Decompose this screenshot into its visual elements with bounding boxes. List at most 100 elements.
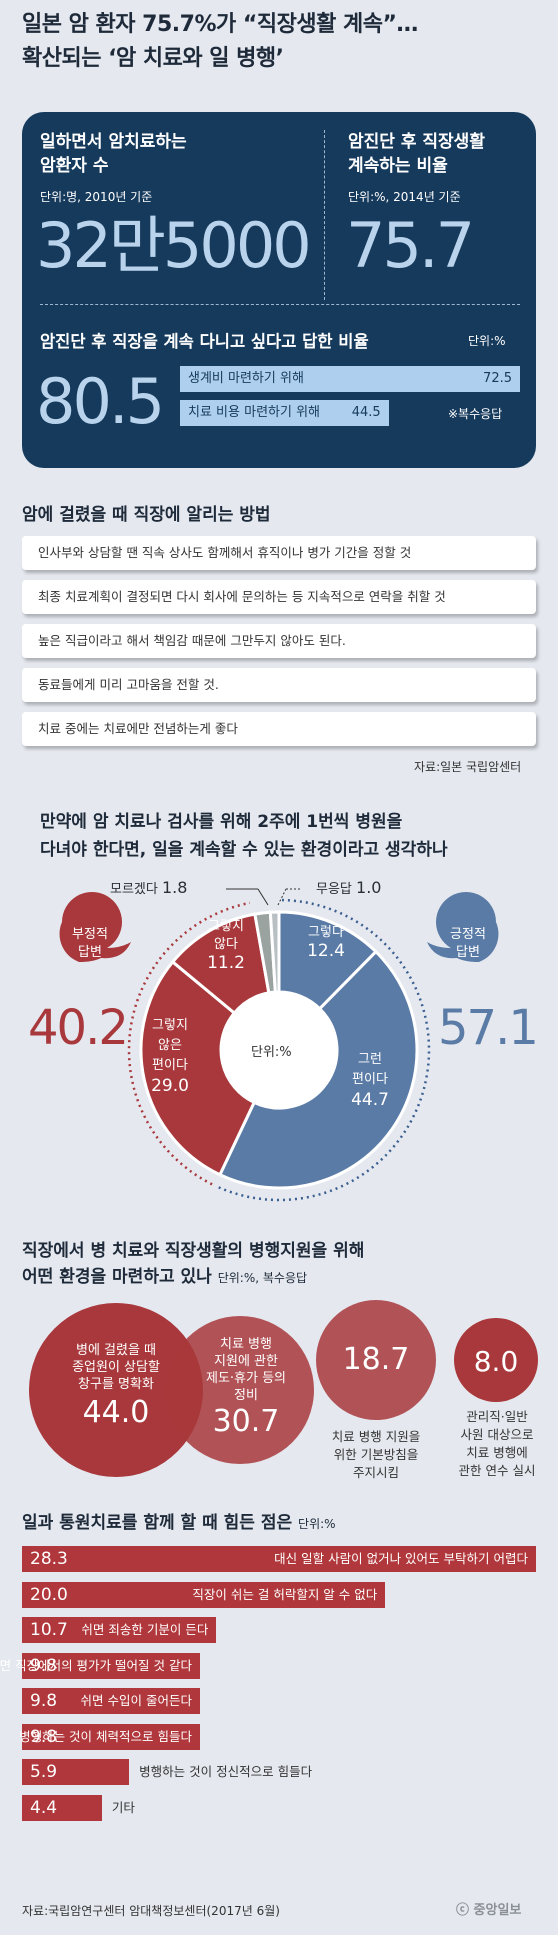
bubble-label-counseling: 병에 걸렸을 때 종업원이 상담할 창구를 명확화 44.0 <box>46 1342 186 1433</box>
donut-slice <box>217 949 419 1190</box>
bubble-value-training: 8.0 <box>473 1345 519 1378</box>
stats-divider-horizontal <box>40 304 520 305</box>
patients-value: 32만5000 <box>36 209 312 282</box>
newspaper-logo: ⓒ 중앙일보 <box>456 1903 522 1918</box>
bubble-counseling <box>29 1303 203 1477</box>
label-no-answer: 무응답 1.0 <box>316 878 381 897</box>
logo-text: 중앙일보 <box>473 1903 522 1918</box>
slice-label-no: 그렇지 않다 11.2 <box>196 918 256 972</box>
bubble-caption: 치료 병행 지원을 <box>331 1429 421 1444</box>
bubble-title-line-2: 어떤 환경을 마련하고 있나 <box>22 1267 212 1287</box>
bar: 4.4 기타 <box>22 1794 135 1821</box>
donut-title-line-1: 만약에 암 치료나 검사를 위해 2주에 1번씩 병원을 <box>40 812 403 832</box>
bubble-system <box>166 1316 314 1464</box>
bar-label: 병행하는 것이 정신적으로 힘들다 <box>139 1764 313 1779</box>
bubble-caption: 관리직·일반 <box>466 1409 528 1424</box>
reason-bar-treatment-costs: 치료 비용 마련하기 위해 44.5 <box>180 400 389 426</box>
dont-know-label: 모르겠다 <box>110 882 158 897</box>
reason-value: 72.5 <box>483 371 512 386</box>
method-item: 인사부와 상담할 땐 직속 상사도 함께해서 휴직이나 병가 기간을 정할 것 <box>22 536 536 570</box>
want-unit: 단위:% <box>468 334 506 348</box>
multi-response-note: ※복수응답 <box>448 407 503 421</box>
stats-divider-vertical <box>324 130 325 300</box>
donut-chart <box>59 888 499 1202</box>
continue-value: 75.7 <box>346 209 475 282</box>
slice-label-yes: 그렇다 12.4 <box>296 924 356 960</box>
leader-line-no-answer <box>277 888 287 906</box>
reason-label: 생계비 마련하기 위해 <box>188 371 304 386</box>
negative-dotted-arc <box>127 901 251 1186</box>
bubble-value: 30.7 <box>212 1404 280 1439</box>
bar: 5.9 병행하는 것이 정신적으로 힘들다 <box>22 1759 312 1785</box>
slice-label-no-text: 그렇지 <box>208 919 244 934</box>
bar-label: 대신 일할 사람이 없거나 있어도 부탁하기 어렵다 <box>274 1551 528 1566</box>
bubble-caption: 치료 병행에 <box>466 1445 528 1460</box>
continue-unit: 단위:%, 2014년 기준 <box>348 190 461 204</box>
bar-label: 기타 <box>111 1799 135 1815</box>
slice-label-somewhat-yes-value: 44.7 <box>351 1090 389 1110</box>
slice-label-somewhat-yes-text-2: 편이다 <box>352 1072 388 1087</box>
continue-label-line-2: 계속하는 비율 <box>348 156 448 176</box>
bar: 9.8 병행하는 것이 체력적으로 힘들다 <box>19 1723 200 1750</box>
no-answer-label: 무응답 <box>316 882 352 897</box>
bubble-chart <box>29 1300 538 1477</box>
bar-label: 쉬면 죄송한 기분이 든다 <box>81 1622 209 1637</box>
negative-bubble-label-2: 답변 <box>78 945 102 960</box>
title-line-1: 일본 암 환자 75.7%가 “직장생활 계속”… <box>22 12 418 37</box>
bar-value: 10.7 <box>30 1620 68 1640</box>
bubble-text: 정비 <box>234 1388 258 1403</box>
patients-label-line-2: 암환자 수 <box>40 156 109 176</box>
bubble-text: 제도·휴가 등의 <box>205 1371 287 1386</box>
methods-source: 자료:일본 국립암센터 <box>414 760 522 774</box>
donut-title: 만약에 암 치료나 검사를 위해 2주에 1번씩 병원을 다녀야 한다면, 일을… <box>40 808 448 864</box>
reason-value: 44.5 <box>351 405 381 420</box>
bubble-caption-training: 관리직·일반 사원 대상으로 치료 병행에 관한 연수 실시 <box>440 1408 554 1480</box>
bars-title: 일과 통원치료를 함께 할 때 힘든 점은 단위:% <box>22 1508 336 1533</box>
positive-dotted-arc <box>216 898 431 1202</box>
bubble-value: 44.0 <box>82 1395 150 1430</box>
leader-line-dont-know <box>257 888 269 906</box>
bubble-title: 직장에서 병 치료와 직장생활의 병행지원을 위해 어떤 환경을 마련하고 있나… <box>22 1238 364 1291</box>
bar-value: 20.0 <box>30 1584 68 1605</box>
continue-label: 암진단 후 직장생활 계속하는 비율 <box>348 130 485 178</box>
bar-value: 9.8 <box>30 1655 58 1676</box>
bars-title-text: 일과 통원치료를 함께 할 때 힘든 점은 <box>22 1513 293 1533</box>
slice-label-somewhat-no-value: 29.0 <box>151 1076 189 1096</box>
slice-label-somewhat-no-text: 그렇지 <box>152 1018 188 1033</box>
donut-center-unit: 단위:% <box>251 1045 292 1060</box>
positive-bubble-label-2: 답변 <box>456 945 480 960</box>
bubble-unit: 단위:%, 복수응답 <box>217 1271 308 1285</box>
slice-label-somewhat-no-text-3: 편이다 <box>152 1058 188 1073</box>
bar-value: 9.8 <box>30 1691 58 1711</box>
bubble-caption: 관한 연수 실시 <box>458 1463 536 1478</box>
no-answer-value: 1.0 <box>356 878 382 897</box>
method-item: 최종 치료계획이 결정되면 다시 회사에 문의하는 등 지속적으로 연락을 취할… <box>22 580 536 614</box>
method-item: 치료 중에는 치료에만 전념하는게 좋다 <box>22 712 536 746</box>
bar: 28.3 대신 일할 사람이 없거나 있어도 부탁하기 어렵다 <box>22 1546 536 1572</box>
patients-label: 일하면서 암치료하는 암환자 수 <box>40 130 187 178</box>
negative-bubble <box>59 892 131 962</box>
bubble-policy <box>316 1300 436 1420</box>
bar-value: 9.8 <box>30 1726 58 1747</box>
want-label: 암진단 후 직장을 계속 다니고 싶다고 답한 비율 <box>40 332 369 351</box>
slice-label-somewhat-no-text-2: 않은 <box>158 1038 182 1053</box>
bubble-title-line-1: 직장에서 병 치료와 직장생활의 병행지원을 위해 <box>22 1241 365 1261</box>
bar: 10.7 쉬면 죄송한 기분이 든다 <box>22 1617 217 1643</box>
bar: 9.8 쉬면 수입이 줄어든다 <box>22 1688 200 1714</box>
bubble-text: 치료 병행 <box>220 1337 272 1352</box>
bar-label: 병행하는 것이 체력적으로 힘들다 <box>19 1728 192 1744</box>
bubble-text: 병에 걸렸을 때 <box>75 1343 157 1358</box>
method-item: 높은 직급이라고 해서 책임감 때문에 그만두지 않아도 된다. <box>22 624 536 658</box>
bar: 9.8 쉬면 직장에서의 평가가 떨어질 것 같다 <box>0 1652 200 1679</box>
positive-bubble <box>427 892 499 962</box>
continue-label-line-1: 암진단 후 직장생활 <box>348 132 485 152</box>
bar: 20.0 직장이 쉬는 걸 허락할지 알 수 없다 <box>22 1581 386 1608</box>
bars-source: 자료:국립암연구센터 암대책정보센터(2017년 6월) <box>22 1904 280 1918</box>
slice-label-yes-text: 그렇다 <box>308 925 344 940</box>
slice-label-somewhat-yes-text: 그런 <box>358 1052 382 1067</box>
donut-hole <box>221 992 337 1108</box>
label-dont-know: 모르겠다 1.8 <box>110 878 187 897</box>
bubble-text: 창구를 명확화 <box>78 1377 154 1392</box>
bubble-text: 지원에 관한 <box>214 1354 278 1369</box>
